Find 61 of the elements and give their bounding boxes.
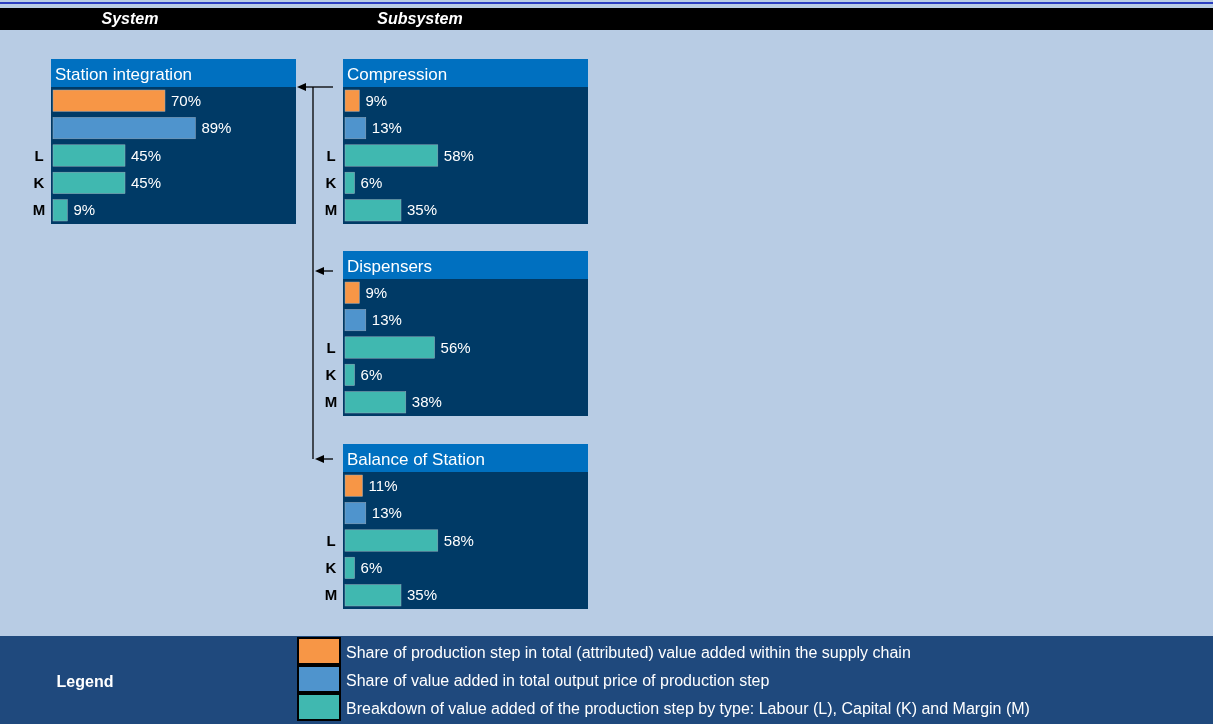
bar [344, 363, 355, 386]
data-label: 6% [360, 365, 383, 383]
bar [344, 391, 407, 414]
bar [52, 144, 126, 167]
bar [344, 309, 367, 332]
y-tick-label: K [325, 365, 337, 383]
y-tick-label: K [33, 173, 45, 191]
data-label: 9% [365, 91, 388, 109]
data-label: 89% [201, 119, 232, 137]
bar [52, 199, 68, 222]
data-label: 9% [73, 201, 96, 219]
data-label: 6% [360, 173, 383, 191]
data-label: 70% [171, 91, 202, 109]
data-label: 58% [443, 146, 474, 164]
data-label: 58% [443, 531, 474, 549]
y-tick-label: M [324, 586, 338, 604]
data-label: 45% [131, 146, 162, 164]
legend-label: Share of production step in total (attributed) value added within the supply chain [346, 644, 911, 661]
data-label: 56% [440, 338, 471, 356]
y-tick-label: M [324, 201, 338, 219]
chart-title: Balance of Station [347, 450, 485, 469]
bar [344, 556, 355, 579]
bar [344, 502, 367, 525]
text: System [101, 10, 159, 27]
bar [344, 584, 402, 607]
chart-title: Station integration [55, 65, 193, 84]
y-tick-label: L [34, 146, 44, 164]
bar [344, 117, 367, 140]
text: Subsystem [377, 10, 463, 27]
bar [344, 171, 355, 194]
data-label: 6% [360, 558, 383, 576]
bar [52, 171, 126, 194]
legend-label: Share of value added in total output price of production step [346, 672, 770, 689]
chart-title: Dispensers [347, 257, 433, 276]
y-tick-label: M [32, 201, 46, 219]
chart-title: Compression [347, 65, 448, 84]
legend-title: Legend [56, 673, 114, 690]
y-tick-label: K [325, 558, 337, 576]
data-label: 38% [411, 393, 442, 411]
data-label: 9% [365, 283, 388, 301]
data-label: 45% [131, 173, 162, 191]
data-label: 13% [371, 311, 402, 329]
y-tick-label: M [324, 393, 338, 411]
data-label: 35% [407, 586, 438, 604]
data-label: 13% [371, 504, 402, 522]
bar [344, 144, 439, 167]
bar [344, 199, 402, 222]
bar [344, 89, 360, 112]
bar [344, 336, 435, 359]
bar [344, 474, 363, 497]
legend-label: Breakdown of value added of the production step by type: Labour (L), Capital (K) and Margin (M) [346, 700, 1030, 717]
bar [344, 529, 439, 552]
bar [52, 117, 196, 140]
data-label: 11% [368, 476, 398, 494]
y-tick-label: L [326, 146, 336, 164]
data-label: 35% [407, 201, 438, 219]
data-label: 13% [371, 119, 402, 137]
bar [344, 281, 360, 304]
y-tick-label: L [326, 338, 336, 356]
y-tick-label: K [325, 173, 337, 191]
y-tick-label: L [326, 531, 336, 549]
